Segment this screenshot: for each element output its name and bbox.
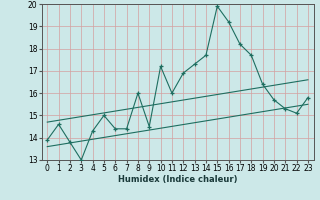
X-axis label: Humidex (Indice chaleur): Humidex (Indice chaleur) <box>118 175 237 184</box>
